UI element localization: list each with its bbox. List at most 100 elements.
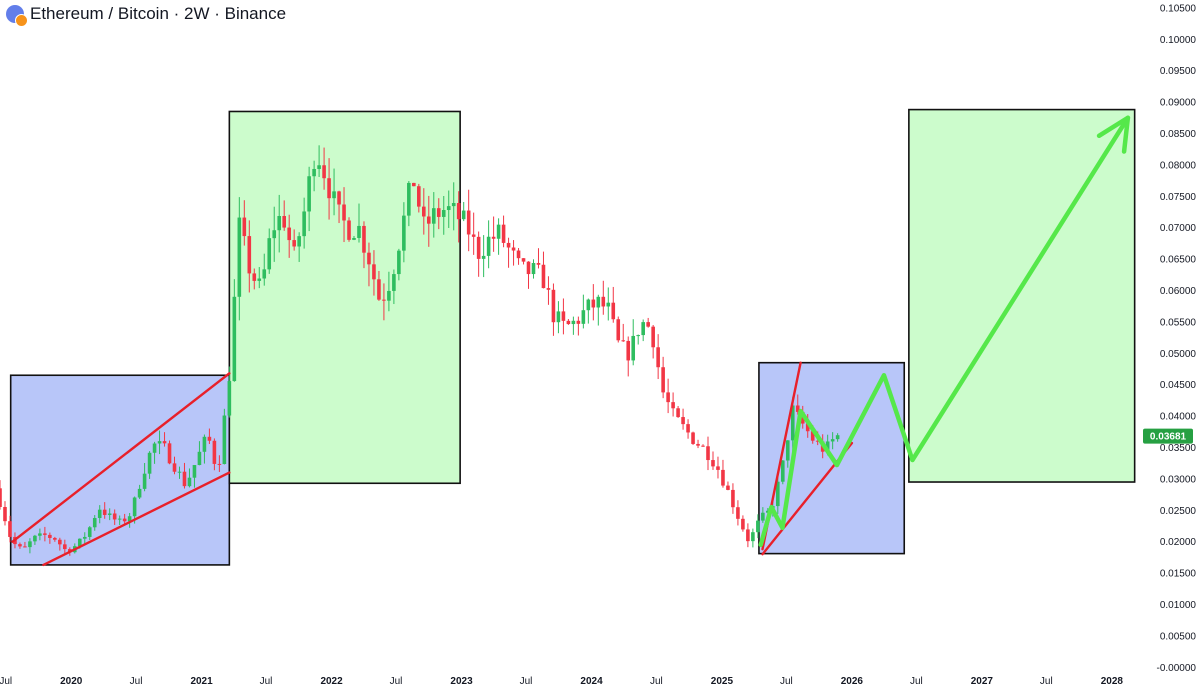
price-tick-label: -0.00000: [1157, 663, 1197, 674]
candle-body: [302, 211, 306, 237]
candle: [287, 214, 291, 258]
candle-body: [317, 165, 321, 169]
candle-body: [8, 521, 12, 537]
candle-body: [756, 520, 760, 533]
candle-body: [795, 405, 800, 412]
candle: [127, 513, 132, 528]
candle: [302, 197, 306, 249]
candle: [701, 444, 705, 447]
candle: [202, 434, 207, 464]
candle: [681, 408, 685, 430]
price-tick-label: 0.06500: [1160, 255, 1197, 266]
candle: [112, 509, 117, 525]
candle: [8, 515, 12, 543]
candle: [347, 217, 351, 242]
candle-body: [112, 513, 117, 520]
candle: [531, 259, 536, 279]
chart-title: Ethereum / Bitcoin · 2W · Binance: [30, 4, 287, 23]
candle-body: [571, 320, 576, 325]
candle: [352, 235, 356, 241]
candle-body: [761, 512, 765, 521]
candle: [3, 501, 7, 526]
candle: [835, 433, 840, 442]
candle: [696, 439, 700, 449]
candle: [227, 366, 232, 418]
candle: [367, 242, 371, 287]
candle-body: [33, 535, 37, 542]
candle-body: [127, 516, 132, 522]
candle-body: [536, 263, 541, 265]
candle-body: [357, 225, 361, 238]
candle: [23, 541, 27, 548]
candle-body: [441, 210, 446, 217]
time-tick-label: 2023: [450, 676, 473, 687]
candle-body: [566, 320, 571, 325]
chart-header: Ethereum / Bitcoin · 2W · Binance: [6, 4, 287, 27]
candle-body: [556, 311, 561, 323]
candle-body: [332, 191, 336, 199]
time-axis: Jul 2020 Jul 2021 Jul 2022 Jul 2023 Jul 2024 Jul 20…: [0, 676, 1123, 687]
candle: [122, 513, 127, 525]
candle: [716, 456, 720, 479]
candle: [312, 160, 316, 192]
candle-body: [531, 263, 536, 275]
candle-body: [681, 417, 685, 425]
candle: [486, 220, 491, 269]
candle: [785, 440, 790, 468]
candle-body: [182, 471, 187, 487]
candle-body: [541, 264, 546, 289]
candle: [337, 190, 341, 224]
candle-body: [790, 405, 795, 441]
time-tick-label: 2026: [841, 676, 864, 687]
candle: [746, 523, 750, 548]
candle-body: [107, 513, 112, 515]
candles-layer: [0, 145, 840, 556]
candle-body: [676, 408, 680, 418]
price-tick-label: 0.10500: [1160, 3, 1197, 14]
candle-body: [82, 536, 87, 539]
candle-body: [716, 466, 720, 470]
candle: [591, 284, 596, 321]
candle: [152, 441, 157, 464]
candle: [53, 536, 57, 542]
candle: [382, 283, 386, 321]
candle: [441, 195, 446, 235]
candle: [641, 319, 645, 342]
candle: [397, 248, 401, 281]
candle: [182, 462, 187, 489]
price-tick-label: 0.07500: [1160, 192, 1197, 203]
trend-lines-layer: [11, 361, 854, 567]
candle-body: [28, 541, 32, 548]
candle-body: [87, 527, 92, 537]
candle-body: [780, 460, 785, 482]
candle-body: [342, 204, 346, 221]
time-tick-label: 2024: [580, 676, 603, 687]
candle: [317, 145, 321, 178]
candle-body: [651, 326, 655, 348]
candle: [476, 231, 481, 277]
candle: [327, 158, 331, 220]
candle-body: [721, 469, 725, 486]
candle-body: [471, 234, 476, 237]
candle-body: [656, 347, 660, 368]
candle-body: [252, 273, 257, 281]
candle-body: [641, 322, 645, 336]
candle-body: [277, 216, 282, 231]
accumulation-zone-box: [9, 374, 231, 566]
candle-body: [576, 320, 581, 324]
candle: [257, 267, 262, 289]
candle-body: [152, 443, 157, 453]
candle-body: [262, 269, 267, 279]
eth-btc-pair-icon: [6, 5, 28, 27]
candle: [830, 432, 835, 450]
candle-body: [417, 186, 421, 207]
candle: [626, 336, 631, 377]
candle: [616, 316, 621, 343]
candle-body: [621, 340, 626, 342]
candle: [392, 269, 396, 305]
candle: [661, 356, 665, 399]
candle-body: [422, 206, 426, 217]
candle-body: [367, 252, 371, 265]
candle-body: [352, 237, 356, 240]
